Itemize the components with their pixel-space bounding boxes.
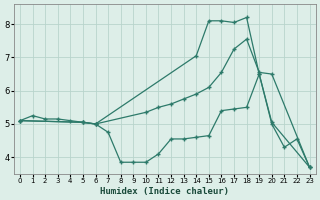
- X-axis label: Humidex (Indice chaleur): Humidex (Indice chaleur): [100, 187, 229, 196]
